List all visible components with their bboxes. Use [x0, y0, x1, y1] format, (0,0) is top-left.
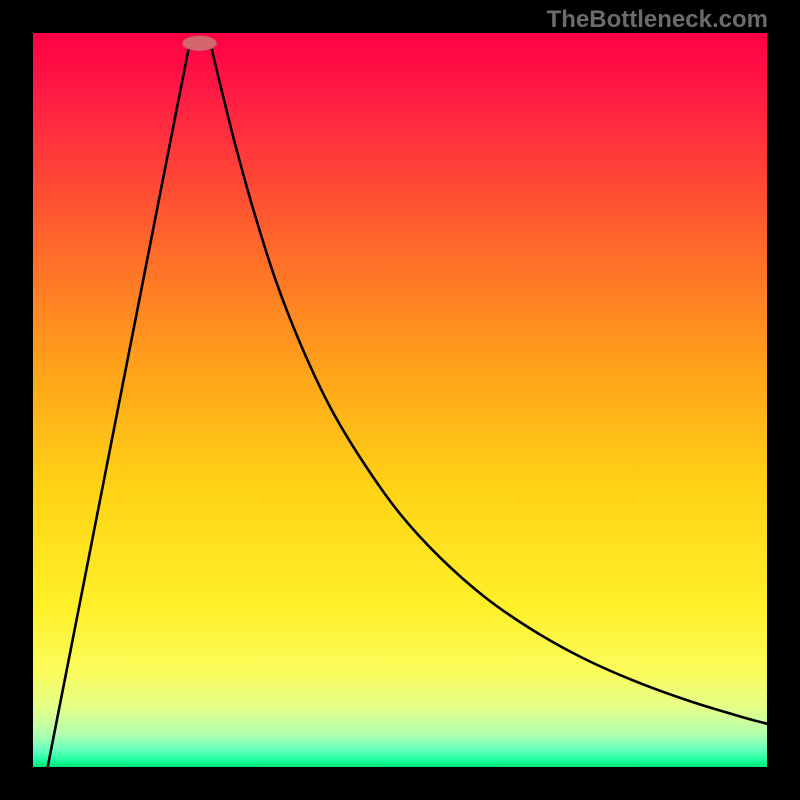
optimum-marker-layer — [33, 33, 767, 767]
watermark-text: TheBottleneck.com — [547, 6, 768, 34]
optimum-marker — [183, 36, 217, 51]
plot-area — [33, 33, 767, 767]
chart-container: TheBottleneck.com — [0, 0, 800, 800]
